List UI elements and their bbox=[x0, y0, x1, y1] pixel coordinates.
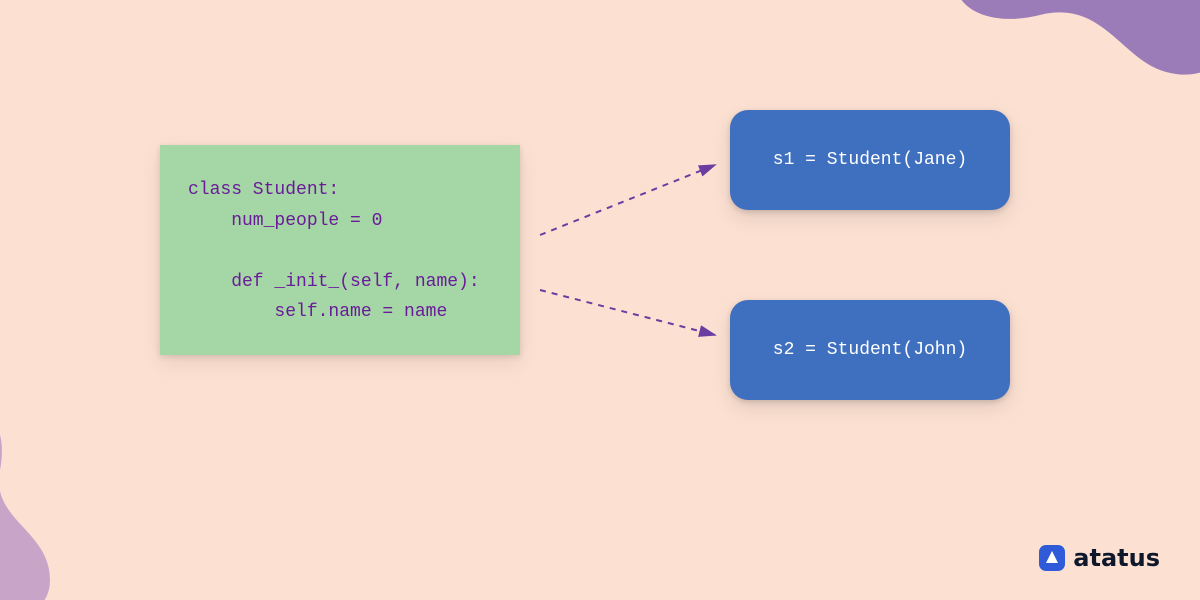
class-definition-box: class Student: num_people = 0 def _init_… bbox=[160, 145, 520, 355]
instance-code-2: s2 = Student(John) bbox=[773, 340, 967, 360]
arrow-line-1 bbox=[540, 165, 715, 235]
diagram-canvas: class Student: num_people = 0 def _init_… bbox=[0, 0, 1200, 600]
brand-badge: atatus bbox=[1039, 544, 1160, 572]
arrow-line-2 bbox=[540, 290, 715, 335]
instance-code-1: s1 = Student(Jane) bbox=[773, 150, 967, 170]
brand-name: atatus bbox=[1073, 544, 1160, 572]
instance-box-2: s2 = Student(John) bbox=[730, 300, 1010, 400]
instance-box-1: s1 = Student(Jane) bbox=[730, 110, 1010, 210]
decor-blob-bottom-left bbox=[0, 380, 160, 600]
brand-logo-icon bbox=[1039, 545, 1065, 571]
